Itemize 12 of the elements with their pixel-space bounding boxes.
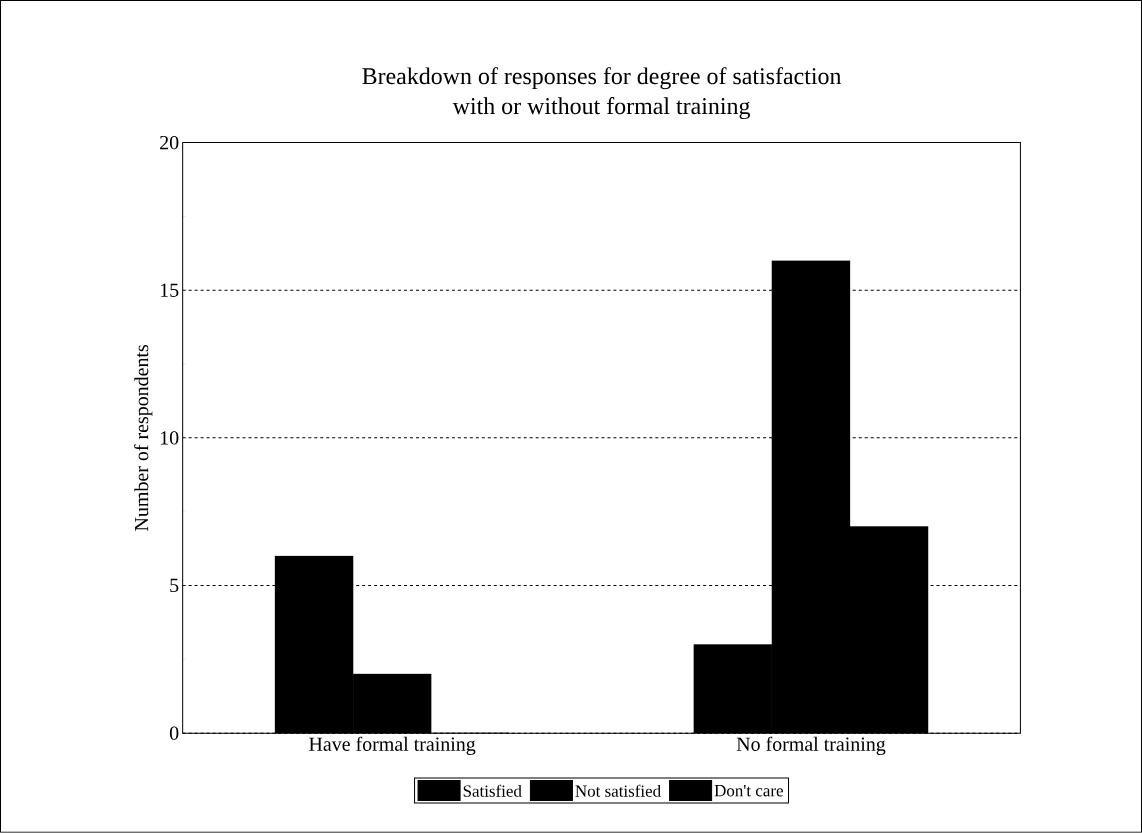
y-tick-label: 5 [170, 579, 179, 593]
y-tick-label: 10 [160, 431, 179, 445]
chart-title: Breakdown of responses for degree of satisfaction with or without formal training [362, 67, 842, 120]
legend-label: Satisfied [463, 784, 522, 797]
x-tick-label: No formal training [736, 736, 886, 756]
y-tick-label: 20 [160, 136, 179, 150]
y-axis-title: Number of respondents [134, 345, 153, 532]
x-tick-label: Have formal training [309, 736, 476, 756]
legend-label: Not satisfied [575, 784, 661, 797]
legend-label: Don't care [714, 785, 783, 797]
y-tick-label: 0 [169, 726, 179, 740]
y-tick-label: 15 [160, 283, 179, 298]
